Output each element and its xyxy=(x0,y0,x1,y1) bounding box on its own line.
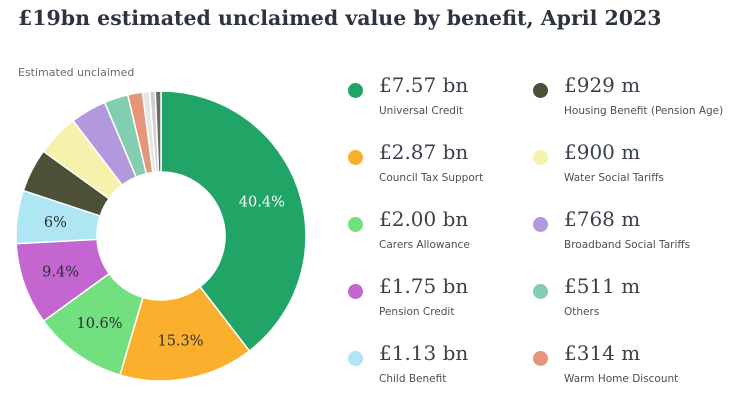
legend-swatch xyxy=(348,217,363,232)
legend-value: £2.87 bn xyxy=(379,140,469,164)
chart-title: £19bn estimated unclaimed value by benef… xyxy=(18,6,662,30)
legend-label: Housing Benefit (Pension Age) xyxy=(564,105,724,117)
legend-swatch xyxy=(348,284,363,299)
legend-item: £1.13 bn Child Benefit xyxy=(348,341,528,397)
legend-item: £511 m Others xyxy=(533,274,713,330)
legend-value: £1.75 bn xyxy=(379,274,469,298)
legend-label: Others xyxy=(564,306,600,318)
legend-item: £768 m Broadband Social Tariffs xyxy=(533,207,713,263)
legend-value: £900 m xyxy=(564,140,641,164)
chart-subtitle: Estimated unclaimed xyxy=(18,66,135,79)
legend-value: £314 m xyxy=(564,341,641,365)
legend-label: Water Social Tariffs xyxy=(564,172,664,184)
legend-swatch xyxy=(533,217,548,232)
legend-label: Broadband Social Tariffs xyxy=(564,239,691,251)
legend-item: £1.75 bn Pension Credit xyxy=(348,274,528,330)
legend-swatch xyxy=(533,83,548,98)
legend-value: £929 m xyxy=(564,73,641,97)
legend-label: Child Benefit xyxy=(379,373,447,385)
slice-percent-label: 6% xyxy=(44,215,67,231)
legend-value: £1.13 bn xyxy=(379,341,469,365)
legend-swatch xyxy=(348,351,363,366)
slice-percent-label: 40.4% xyxy=(239,195,285,211)
slice-percent-label: 15.3% xyxy=(157,334,203,350)
donut-chart: 40.4% 15.3% 10.6% 9.4% 6% xyxy=(15,90,307,382)
legend-swatch xyxy=(533,351,548,366)
legend-swatch xyxy=(348,83,363,98)
legend-item: £900 m Water Social Tariffs xyxy=(533,140,713,196)
legend-swatch xyxy=(348,150,363,165)
legend-item: £929 m Housing Benefit (Pension Age) xyxy=(533,73,723,129)
donut-slice-minor-2 xyxy=(154,90,162,173)
legend-item: £2.87 bn Council Tax Support xyxy=(348,140,528,196)
legend-label: Carers Allowance xyxy=(379,239,470,251)
legend-item: £314 m Warm Home Discount xyxy=(533,341,713,397)
legend-label: Pension Credit xyxy=(379,306,455,318)
legend-item: £7.57 bn Universal Credit xyxy=(348,73,528,129)
legend-value: £511 m xyxy=(564,274,641,298)
legend-item: £2.00 bn Carers Allowance xyxy=(348,207,528,263)
legend-label: Council Tax Support xyxy=(379,172,484,184)
legend-label: Universal Credit xyxy=(379,105,463,117)
legend-swatch xyxy=(533,150,548,165)
legend-swatch xyxy=(533,284,548,299)
legend-value: £2.00 bn xyxy=(379,207,469,231)
legend-value: £7.57 bn xyxy=(379,73,469,97)
legend-value: £768 m xyxy=(564,207,641,231)
donut-slice-universal-credit xyxy=(160,90,307,352)
slice-percent-label: 10.6% xyxy=(76,316,122,332)
legend-label: Warm Home Discount xyxy=(564,373,679,385)
slice-percent-label: 9.4% xyxy=(42,264,79,280)
